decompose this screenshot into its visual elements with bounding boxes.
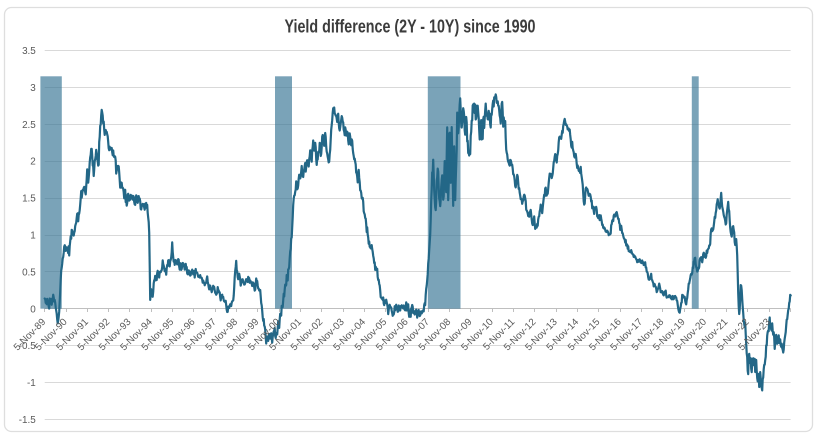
svg-text:Yield difference (2Y - 10Y) si: Yield difference (2Y - 10Y) since 1990 [285, 17, 536, 37]
svg-text:3: 3 [30, 83, 36, 94]
svg-text:1: 1 [30, 231, 36, 242]
svg-text:-1: -1 [27, 378, 36, 389]
svg-text:2: 2 [30, 157, 36, 168]
svg-text:0: 0 [30, 304, 36, 315]
svg-text:-0.5: -0.5 [19, 341, 37, 352]
svg-text:1.5: 1.5 [22, 194, 36, 205]
svg-text:-1.5: -1.5 [19, 415, 37, 426]
svg-text:2.5: 2.5 [22, 120, 36, 131]
svg-text:0.5: 0.5 [22, 267, 36, 278]
svg-text:3.5: 3.5 [22, 46, 36, 57]
